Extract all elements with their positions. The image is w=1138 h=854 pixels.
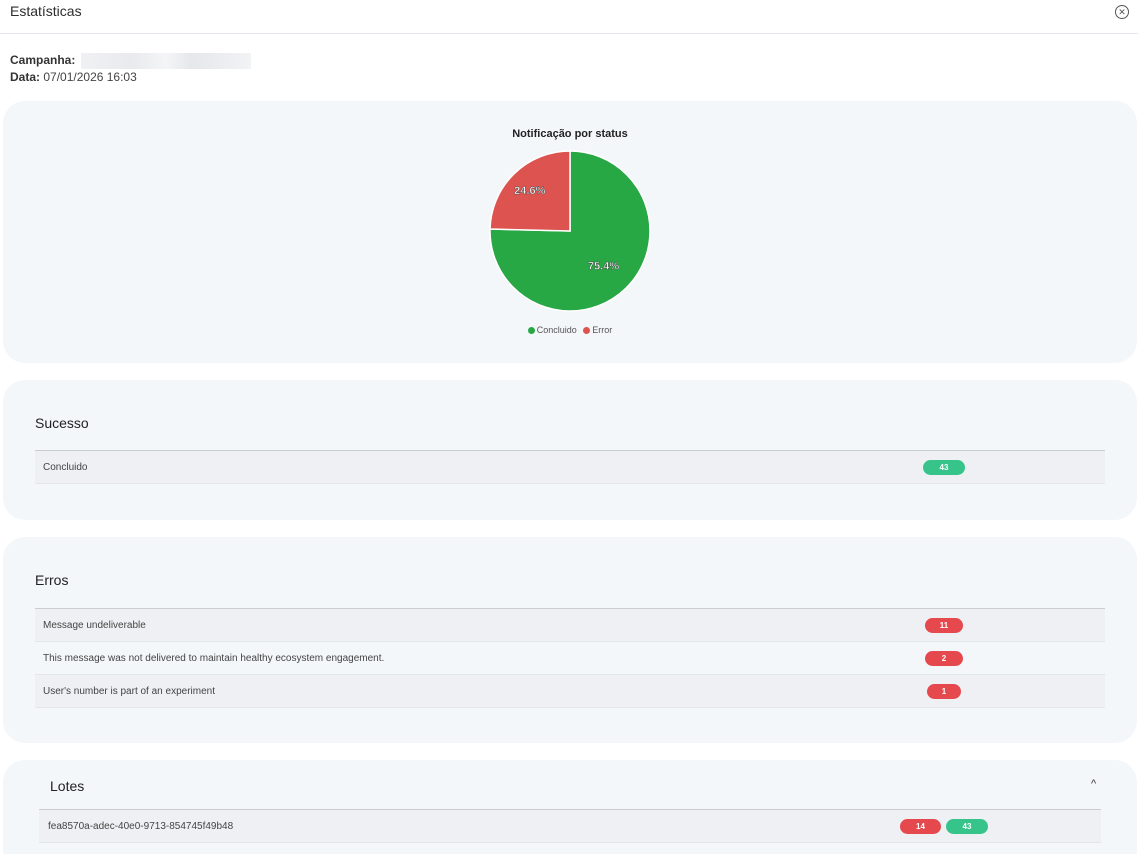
- campaign-label: Campanha:: [10, 53, 76, 67]
- errors-title: Erros: [35, 572, 69, 588]
- table-row: Concluido 43: [35, 451, 1105, 484]
- modal-title: Estatísticas: [10, 3, 82, 19]
- close-icon[interactable]: ✕: [1115, 5, 1129, 19]
- date-line: Data: 07/01/2026 16:03: [10, 69, 251, 86]
- legend-item-error[interactable]: Error: [583, 325, 612, 335]
- success-count-badge: 43: [946, 819, 988, 834]
- count-badge: 43: [923, 460, 965, 475]
- error-count-badge: 14: [900, 819, 941, 834]
- row-label: Message undeliverable: [43, 620, 146, 631]
- date-label: Data:: [10, 70, 41, 84]
- legend-label-error: Error: [592, 325, 613, 335]
- pie-slice-error[interactable]: [489, 150, 571, 232]
- campaign-name-redacted: [80, 52, 251, 69]
- row-label: This message was not delivered to mainta…: [43, 653, 385, 664]
- count-badge: 11: [925, 618, 963, 633]
- legend-swatch-error: [583, 327, 591, 334]
- pie-chart: 75.4% 24.6%: [489, 150, 651, 312]
- chevron-up-icon[interactable]: ^: [1091, 778, 1097, 790]
- date-value: 07/01/2026 16:03: [43, 70, 137, 84]
- success-card: Sucesso Concluido 43: [3, 380, 1137, 520]
- campaign-meta: Campanha: Data: 07/01/2026 16:03: [10, 52, 251, 86]
- batch-id: fea8570a-adec-40e0-9713-854745f49b48: [48, 821, 234, 832]
- pie-label-error: 24.6%: [514, 185, 545, 197]
- modal-header: Estatísticas ✕: [0, 0, 1138, 34]
- chart-legend: Concluido Error: [3, 325, 1137, 335]
- count-badge: 2: [925, 651, 963, 666]
- table-row: This message was not delivered to mainta…: [35, 642, 1105, 675]
- row-label: User's number is part of an experiment: [43, 686, 215, 697]
- lotes-card: Lotes ^ fea8570a-adec-40e0-9713-854745f4…: [3, 760, 1137, 854]
- success-title: Sucesso: [35, 415, 89, 431]
- legend-swatch-concluido: [527, 327, 535, 334]
- legend-item-concluido[interactable]: Concluido: [527, 325, 577, 335]
- table-row[interactable]: fea8570a-adec-40e0-9713-854745f49b48 14 …: [39, 810, 1101, 843]
- pie-label-concluido: 75.4%: [588, 260, 619, 272]
- legend-label-concluido: Concluido: [536, 325, 577, 335]
- table-row: Message undeliverable 11: [35, 609, 1105, 642]
- lotes-table: fea8570a-adec-40e0-9713-854745f49b48 14 …: [39, 809, 1101, 843]
- errors-table: Message undeliverable 11 This message wa…: [35, 608, 1105, 708]
- success-table: Concluido 43: [35, 450, 1105, 484]
- lotes-title: Lotes: [50, 778, 85, 794]
- chart-title: Notificação por status: [512, 128, 628, 140]
- campaign-line: Campanha:: [10, 52, 251, 69]
- table-row: User's number is part of an experiment 1: [35, 675, 1105, 708]
- row-label: Concluido: [43, 462, 88, 473]
- count-badge: 1: [927, 684, 961, 699]
- chart-card: Notificação por status 75.4% 24.6% Conclu…: [3, 101, 1137, 363]
- errors-card: Erros Message undeliverable 11 This mess…: [3, 537, 1137, 743]
